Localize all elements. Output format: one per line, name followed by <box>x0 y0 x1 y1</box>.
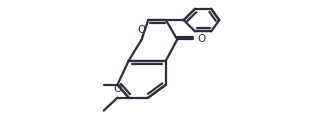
Text: O: O <box>198 34 206 45</box>
Text: O: O <box>113 84 122 94</box>
Text: O: O <box>138 25 146 35</box>
